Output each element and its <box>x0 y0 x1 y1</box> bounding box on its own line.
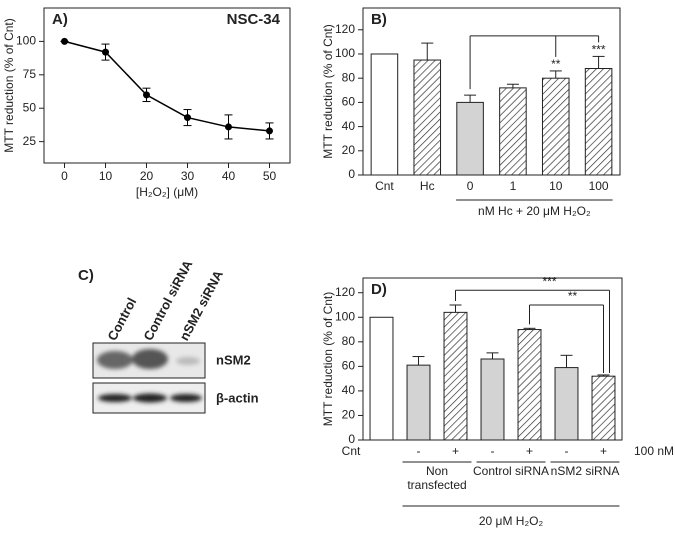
x-tick-label: + <box>600 444 607 458</box>
y-tick-label: 60 <box>342 359 356 373</box>
x-tick-label: + <box>452 444 459 458</box>
x-tick-label: 0 <box>61 169 68 183</box>
bar <box>584 68 613 176</box>
point <box>225 123 232 131</box>
panel-label: D) <box>371 281 387 298</box>
x-tick-label: 40 <box>222 169 236 183</box>
bar <box>443 311 468 441</box>
x-tick-label: 20 <box>140 169 154 183</box>
y-tick-label: 100 <box>335 46 355 60</box>
x-tick-label: - <box>417 444 421 458</box>
x-tick-label: - <box>491 444 495 458</box>
annotation: *** <box>592 43 606 57</box>
panel-label: A) <box>52 11 68 28</box>
y-tick-label: 100 <box>16 34 36 48</box>
group-label: nSM2 siRNA <box>550 464 620 478</box>
y-tick-label: 120 <box>335 285 355 299</box>
x-tick-label: 10 <box>99 169 113 183</box>
bar <box>369 316 394 441</box>
y-tick-label: 60 <box>342 95 356 109</box>
x-tick-label: Hc <box>420 179 435 193</box>
plot-frame <box>43 7 291 164</box>
bar <box>517 329 542 441</box>
y-tick-label: 20 <box>342 143 356 157</box>
y-tick-label: 25 <box>23 134 37 148</box>
y-tick-label: 100 <box>335 309 355 323</box>
x-tick-label: + <box>526 444 533 458</box>
lane-label: Control <box>104 295 139 343</box>
group-label: Control siRNA <box>472 464 550 478</box>
x-tick-label: 50 <box>263 169 277 183</box>
point <box>61 37 68 45</box>
bar <box>499 87 527 176</box>
point <box>102 48 109 56</box>
x-tick-label: 1 <box>510 179 517 193</box>
bar <box>480 358 505 441</box>
x-tick-label: - <box>565 444 569 458</box>
annotation: *** <box>542 274 556 288</box>
y-axis-label: MTT reduction (% of Cnt) <box>321 24 335 158</box>
subtitle: NSC-34 <box>227 11 281 28</box>
panel-label: B) <box>371 11 387 28</box>
plot-frame <box>362 7 621 176</box>
x-axis-label: nM Hc + 20 μM H₂O₂ <box>478 204 591 218</box>
bar <box>554 367 579 441</box>
annotation: ** <box>568 289 578 303</box>
bar <box>591 375 616 441</box>
y-tick-label: 40 <box>342 383 356 397</box>
y-tick-label: 75 <box>23 67 37 81</box>
x-tick-label: Cnt <box>375 179 394 193</box>
x-tick-label: Cnt <box>342 444 361 458</box>
point <box>143 91 150 99</box>
point <box>184 114 191 122</box>
y-axis-label: MTT reduction (% of Cnt) <box>321 292 335 426</box>
y-tick-label: 120 <box>335 22 355 36</box>
x-tick-label: 30 <box>181 169 195 183</box>
y-tick-label: 50 <box>23 100 37 114</box>
x-axis-label: [H₂O₂] (μM) <box>136 185 198 199</box>
bar <box>406 364 431 441</box>
bar <box>413 59 442 176</box>
row-label: 100 nM Hc <box>634 444 675 458</box>
row-label: nSM2 <box>216 352 251 367</box>
row-label: β-actin <box>216 390 259 405</box>
point <box>266 127 273 135</box>
bar <box>456 101 484 176</box>
y-tick-label: 0 <box>348 167 355 181</box>
x-axis-label: 20 μM H₂O₂ <box>479 514 544 528</box>
annotation: ** <box>551 57 561 71</box>
y-tick-label: 80 <box>342 70 356 84</box>
bar <box>370 53 399 176</box>
blot-bands <box>97 349 202 403</box>
y-axis-label: MTT reduction (% of Cnt) <box>2 18 16 152</box>
y-tick-label: 40 <box>342 119 356 133</box>
x-tick-label: 0 <box>467 179 474 193</box>
y-tick-label: 20 <box>342 408 356 422</box>
line <box>64 40 270 132</box>
group-label: Non transfected <box>407 464 467 492</box>
panel-label: C) <box>78 267 94 284</box>
y-tick-label: 0 <box>348 432 355 446</box>
x-tick-label: 100 <box>589 179 609 193</box>
y-tick-label: 80 <box>342 334 356 348</box>
bar <box>541 77 570 176</box>
x-tick-label: 10 <box>549 179 563 193</box>
